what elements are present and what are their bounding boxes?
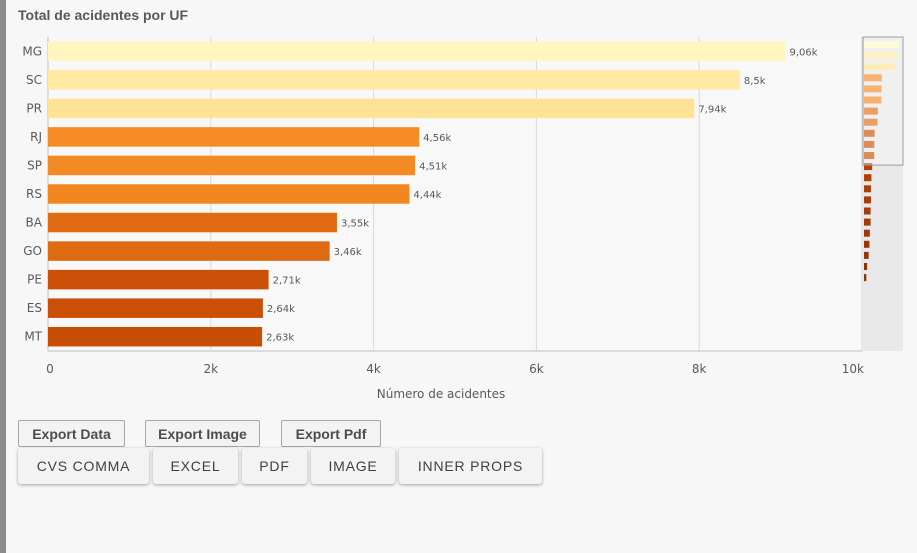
x-tick-label: 8k: [692, 362, 707, 376]
y-tick-label: SP: [27, 158, 42, 172]
minimap-bar: [864, 118, 878, 126]
y-tick-label: MG: [22, 44, 42, 58]
minimap-bar: [864, 163, 873, 171]
bar: [48, 70, 740, 90]
y-tick-label: RJ: [30, 130, 42, 144]
data-label: 4,44k: [413, 190, 441, 201]
minimap-bar: [864, 229, 870, 237]
y-tick-label: PE: [27, 273, 42, 287]
minimap-bar: [864, 263, 868, 270]
data-label: 9,06k: [789, 47, 817, 58]
x-tick-label: 0: [46, 362, 54, 376]
minimap-viewport[interactable]: [862, 36, 904, 166]
bar: [48, 155, 416, 176]
bar: [48, 269, 269, 290]
minimap-bar: [864, 85, 882, 93]
minimap-bar: [864, 140, 875, 148]
minimap-bar: [864, 96, 882, 104]
pdf-button[interactable]: PDF: [242, 448, 307, 484]
minimap-bar: [864, 52, 898, 60]
y-tick-label: PR: [26, 101, 42, 115]
minimap-bar: [864, 218, 871, 226]
export-data-button[interactable]: Export Data: [18, 420, 125, 447]
data-label: 2,64k: [267, 304, 295, 315]
y-tick-label: SC: [26, 73, 42, 87]
data-label: 3,46k: [334, 247, 362, 258]
minimap-bar: [864, 251, 869, 259]
y-tick-label: RS: [26, 187, 42, 201]
bar: [48, 184, 410, 204]
x-tick-label: 4k: [366, 362, 381, 376]
minimap-bar: [864, 129, 875, 137]
chart-title: Total de acidentes por UF: [18, 7, 189, 23]
minimap-bar: [864, 41, 900, 48]
bar: [48, 127, 420, 147]
minimap-bar: [864, 107, 878, 115]
y-tick-label: ES: [27, 301, 42, 315]
bar: [48, 212, 337, 233]
data-label: 7,94k: [698, 104, 726, 115]
csv-comma-button[interactable]: CVS COMMA: [18, 448, 149, 484]
y-tick-label: GO: [23, 244, 42, 258]
data-label: 2,63k: [266, 333, 294, 344]
minimap-bar: [864, 240, 870, 248]
minimap-bar: [864, 207, 871, 215]
x-axis-title: Número de acidentes: [377, 387, 506, 401]
x-tick-label: 6k: [529, 362, 544, 376]
y-tick-label: MT: [24, 330, 42, 344]
x-tick-label: 10k: [842, 362, 864, 376]
x-tick-label: 2k: [204, 362, 219, 376]
minimap-bar: [864, 63, 895, 71]
data-label: 4,51k: [419, 161, 447, 172]
export-pdf-button[interactable]: Export Pdf: [281, 420, 381, 447]
bar-chart[interactable]: MG 9,06k SC 8,5k PR 7,94k RJ 4,56k SP 4,51k RS 4,44…: [0, 0, 917, 410]
excel-button[interactable]: EXCEL: [153, 448, 238, 484]
data-label: 8,5k: [744, 76, 766, 87]
minimap-bar: [864, 74, 882, 82]
export-image-button[interactable]: Export Image: [145, 420, 260, 447]
image-button[interactable]: IMAGE: [311, 448, 395, 484]
bar: [48, 241, 330, 261]
data-label: 4,56k: [423, 133, 451, 144]
bar: [48, 98, 695, 119]
y-tick-label: BA: [26, 216, 43, 230]
bar: [48, 326, 263, 347]
left-edge-bar: [0, 0, 6, 553]
bar: [48, 41, 786, 62]
bar: [48, 298, 263, 318]
minimap-bar: [864, 152, 875, 159]
minimap-bar: [864, 185, 872, 193]
minimap-bar: [864, 274, 867, 282]
inner-props-button[interactable]: INNER PROPS: [399, 448, 542, 484]
minimap-bar: [864, 196, 872, 204]
data-label: 2,71k: [273, 276, 301, 287]
data-label: 3,55k: [341, 219, 369, 230]
minimap-bar: [864, 174, 872, 182]
